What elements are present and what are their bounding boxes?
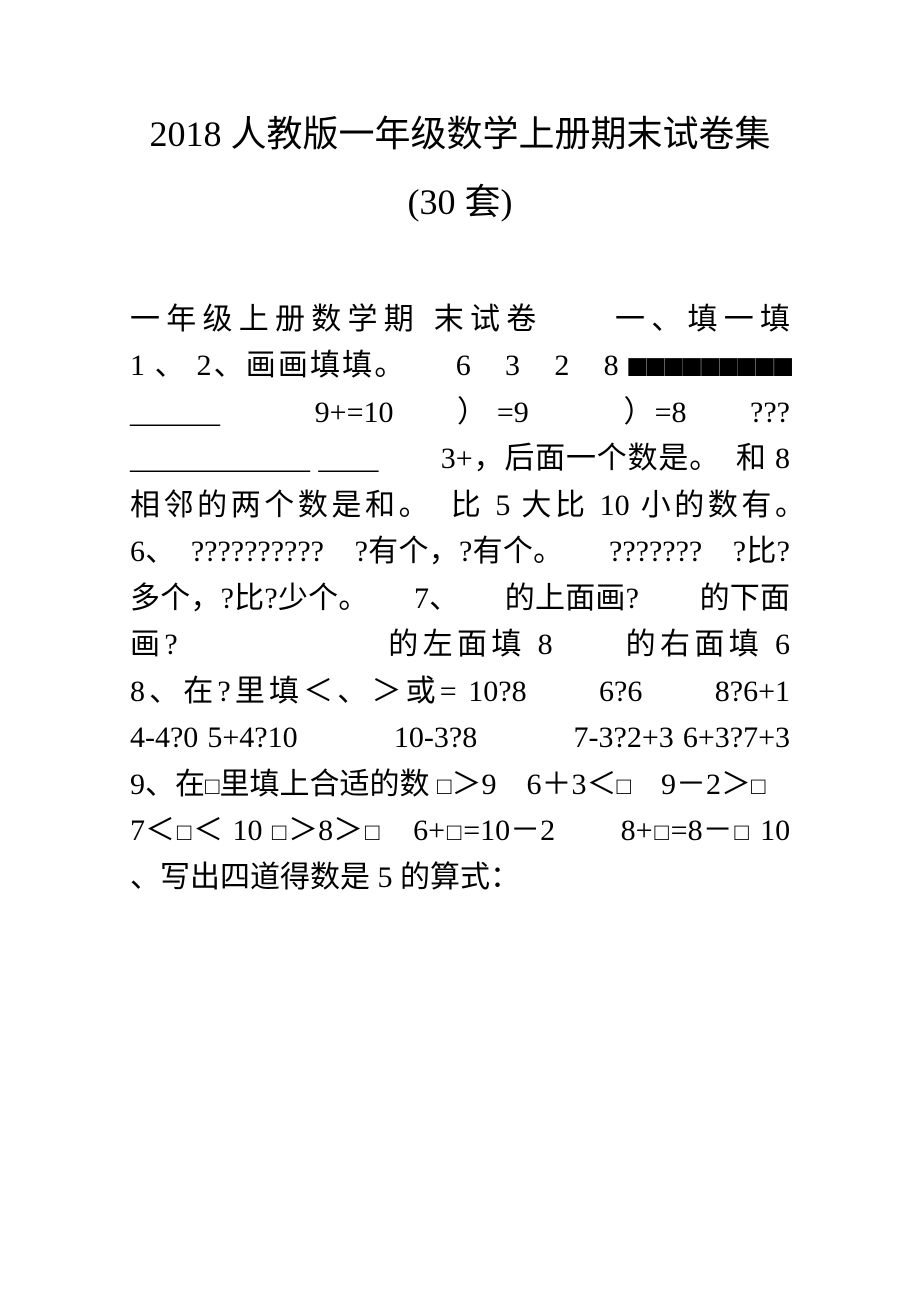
body-line-6: ____ 3+，后面一个数是。 和 8 相邻的两个数是和。 比 5 大比 10 … [130,442,910,801]
body-line-9f [751,814,760,847]
body-line-9b: ＞8＞ [288,814,363,847]
black-blocks: ■■■■■■■■■ [628,348,790,383]
box-char-7: □ [363,820,381,846]
body-line-7: 里填上合适的数 [220,768,430,801]
box-char-6: □ [272,820,288,846]
body-line-3: 2、画画填填。 6 3 2 8 [196,349,628,382]
body-line-9c: 6+ [381,814,445,847]
box-char-9: □ [653,820,671,846]
body-line-8a: ＞9 6＋3＜ [452,768,617,801]
document-title-container: 2018 人教版一年级数学上册期末试卷集(30 套) [130,100,790,237]
body-line-9e: =8－ [671,814,733,847]
box-char-2: □ [437,774,452,800]
document-body: 一年级上册数学期 末试卷 一、填一填 1 、 2、画画填填。 6 3 2 8 ■… [130,297,790,902]
box-char-10: □ [733,820,751,846]
box-char-5: □ [175,820,193,846]
box-char-4: □ [751,774,766,800]
body-line-9d: =10－2 8+ [463,814,652,847]
body-line-8b: 9－2＞ [631,768,751,801]
document-title: 2018 人教版一年级数学上册期末试卷集(30 套) [130,100,790,237]
body-line-4: ______ 9+=10 ） [130,396,488,429]
body-line-8d: ＜ [193,814,223,847]
box-char-1: □ [205,774,220,800]
box-char-3: □ [617,774,632,800]
body-line-1: 一年级上册数学期 [130,303,420,336]
body-line-9a: 10 [232,814,271,847]
box-char-8: □ [445,820,463,846]
